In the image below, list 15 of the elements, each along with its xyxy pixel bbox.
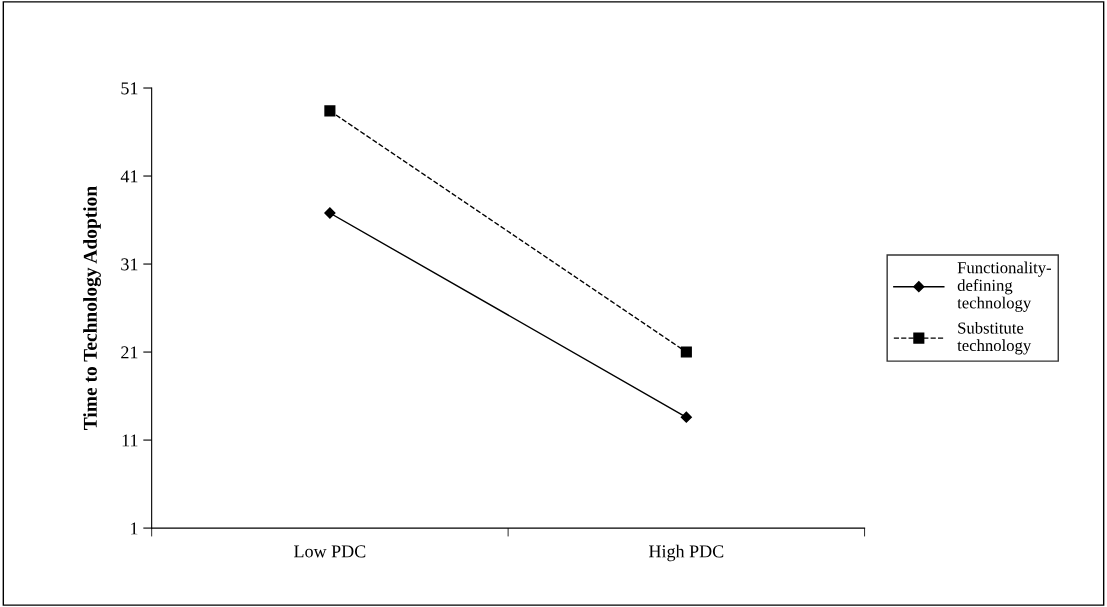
y-tick-label: 51 xyxy=(121,82,138,95)
legend-label: Functionality- defining technology xyxy=(957,261,1051,312)
point xyxy=(324,207,336,219)
y-tick-label: 41 xyxy=(120,170,138,183)
y-tick-label: 31 xyxy=(121,258,138,271)
y-tick-label: 1 xyxy=(131,522,138,535)
legend-label: Substitute technology xyxy=(957,321,1032,355)
x-tick-label: Low PDC xyxy=(294,545,366,558)
point xyxy=(680,411,692,423)
y-axis-title: Time to Technology Adoption xyxy=(83,186,101,430)
point xyxy=(680,346,692,358)
point xyxy=(324,105,336,117)
y-tick-label: 21 xyxy=(121,346,138,359)
y-tick-label: 11 xyxy=(122,434,138,447)
x-tick-label: High PDC xyxy=(648,544,724,562)
